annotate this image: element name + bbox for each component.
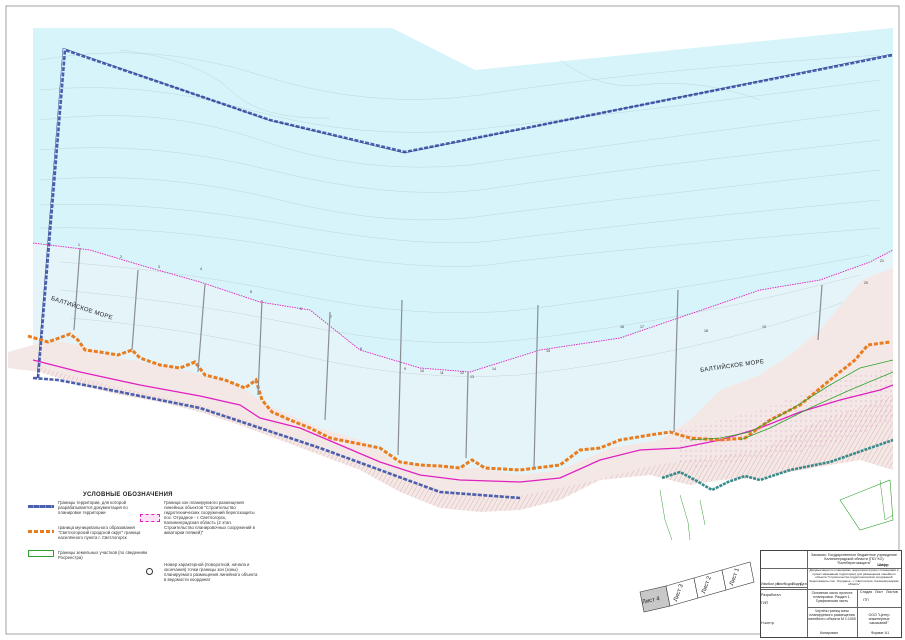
stamp-role-gip: ГИП [761, 601, 769, 605]
municipal-boundary-line [27, 332, 891, 472]
cliff-hatching [33, 365, 893, 512]
profile-number: 2 [120, 255, 122, 259]
stamp-title: Документация по планировке территории (п… [809, 568, 899, 587]
profile-number: 6 [300, 307, 302, 311]
land-plot-boundary [689, 359, 894, 441]
legend-swatch-zone [140, 514, 160, 522]
legend-title: УСЛОВНЫЕ ОБОЗНАЧЕНИЯ [83, 492, 173, 498]
shore-land [8, 268, 893, 512]
stamp-sheet-label: Лист [875, 590, 883, 594]
stamp-col-doc: №док [784, 582, 794, 586]
profile-number: 3 [158, 265, 160, 269]
legend-swatch-plots [28, 550, 54, 557]
profile-number: 10 [420, 369, 424, 373]
profile-number: 1 [78, 243, 80, 247]
stamp-company: ООО "Центр инженерных изысканий" [868, 613, 890, 626]
title-block: Заказчик: Государственное бюджетное учре… [760, 550, 902, 638]
profile-numbers: 1 2 3 4 5 6 7 8 9 10 11 12 13 14 15 16 1… [78, 243, 884, 379]
legend-swatch-planning [28, 505, 54, 508]
onshore-features [659, 479, 894, 541]
profile-number: 15 [546, 349, 550, 353]
profile-lines [73, 247, 823, 469]
legend-swatch-points [146, 568, 153, 575]
zone-boundary-offshore [32, 242, 894, 373]
profile-number: 4 [200, 267, 202, 271]
bathymetry-contours [39, 49, 881, 377]
stamp-col-date: Дата [800, 582, 808, 586]
stamp-customer: Заказчик: Государственное бюджетное учре… [810, 553, 898, 566]
profile-number: 9 [404, 367, 406, 371]
zone-boundary-shore [32, 359, 894, 483]
stamp-part: Основная часть проекта планировки. Разде… [811, 591, 853, 604]
legend-item-municipal: граница муниципального образования "Свет… [58, 525, 141, 540]
profile-number: 5 [250, 290, 252, 294]
stamp-col-izm: Изм. [761, 582, 769, 586]
sheet-layout-schema [639, 561, 755, 613]
stamp-role-developer: Разработал [761, 593, 781, 597]
stamp-stage-label: Стадия [859, 590, 873, 594]
planning-boundary-line-north [36, 47, 893, 379]
hydro-structure-line [661, 438, 894, 492]
profile-number: 20 [864, 281, 868, 285]
profile-number: 21 [880, 259, 884, 263]
stamp-code-label: Шифр [877, 563, 889, 567]
land-plot-boundary-south [839, 479, 894, 531]
stamp-drawing: Чертёж границ зоны планируемого размещен… [808, 609, 856, 622]
map-legend: УСЛОВНЫЕ ОБОЗНАЧЕНИЯ Границы территории,… [28, 488, 260, 608]
legend-item-planning: Границы территории, для которой разрабат… [58, 500, 128, 515]
stamp-col-sign: Подп. [792, 582, 802, 586]
stamp-stage: ПП [863, 598, 869, 602]
profile-number: 16 [620, 325, 624, 329]
stamp-copied: Копировал [819, 631, 838, 635]
stamp-format: Формат А1 [870, 631, 890, 635]
profile-number: 12 [460, 371, 464, 375]
profile-number: 14 [492, 367, 496, 371]
profile-number: 7 [330, 315, 332, 319]
profile-number: 11 [440, 371, 444, 375]
stamp-role-norm: Н.контр. [761, 621, 775, 625]
legend-item-points: Номер характерной (поворотной, начала и … [164, 562, 258, 582]
profile-number: 19 [762, 325, 766, 329]
nearshore-water [33, 243, 893, 475]
profile-number: 18 [704, 329, 708, 333]
legend-item-plots: Границы земельных участков (по сведениям… [58, 550, 148, 560]
profile-number: 13 [470, 375, 474, 379]
stamp-sheets-label: Листов [886, 590, 898, 594]
profile-number: 8 [360, 347, 362, 351]
profile-number: 17 [640, 325, 644, 329]
drawing-frame [5, 5, 900, 635]
stamp-col-kol: Кол.уч [768, 582, 779, 586]
legend-item-zone: Граница зон планируемого размещения лине… [164, 500, 255, 535]
legend-swatch-municipal [28, 530, 54, 533]
stamp-col-list: Лист [777, 582, 785, 586]
